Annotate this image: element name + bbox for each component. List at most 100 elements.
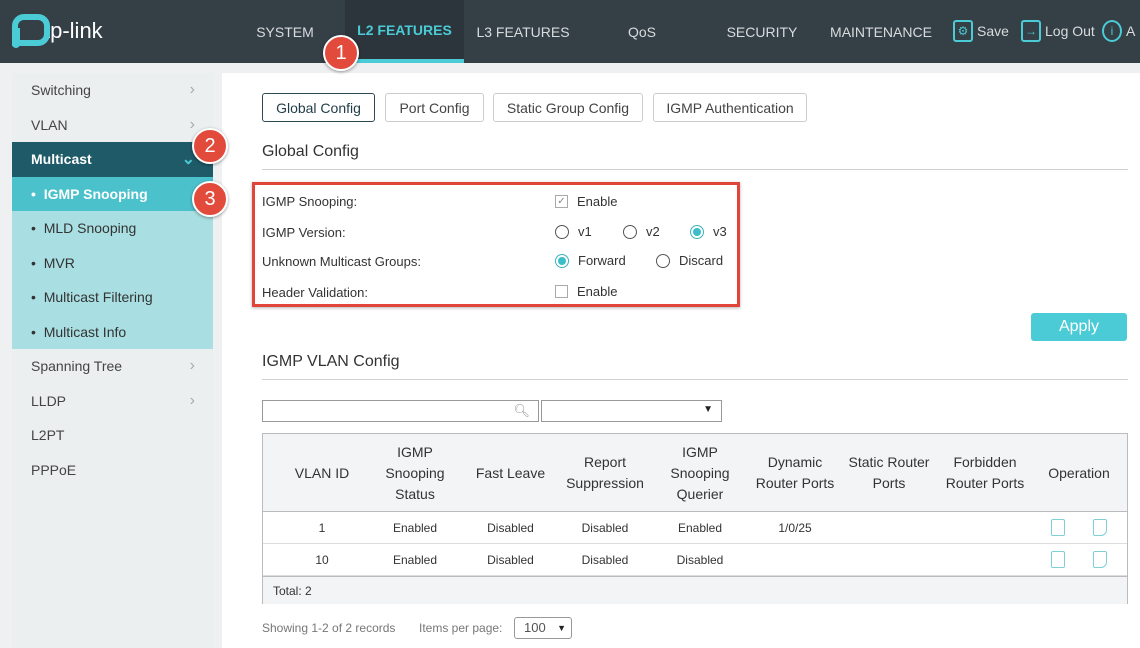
radio-icon <box>555 224 569 239</box>
nav-system[interactable]: SYSTEM <box>256 23 314 40</box>
sidebar: Switching › VLAN › Multicast ⌄ • IGMP Snoop… <box>12 73 213 648</box>
logout-button[interactable]: → Log Out <box>1021 20 1095 42</box>
chevron-right-icon: › <box>189 81 195 99</box>
col-snooping-status: IGMP Snooping Status <box>385 443 445 502</box>
label: v3 <box>713 224 727 239</box>
col-vlan-id: VLAN ID <box>294 464 350 481</box>
sidebar-item-igmp-snooping[interactable]: • IGMP Snooping <box>12 176 213 211</box>
cell-dynamic-ports: 1/0/25 <box>778 521 812 535</box>
dropdown-arrow-icon: ▼ <box>557 623 566 633</box>
dropdown-arrow-icon: ▼ <box>703 404 713 415</box>
forward-radio[interactable]: Forward <box>555 253 626 268</box>
save-gear-icon: ⚙ <box>953 20 973 42</box>
header-validation-checkbox[interactable]: Enable <box>555 284 617 299</box>
cell-fast-leave: Disabled <box>487 553 534 567</box>
unknown-multicast-label: Unknown Multicast Groups: <box>262 254 421 269</box>
items-per-page-select[interactable]: 100 ▼ <box>514 617 572 639</box>
label: Forward <box>578 253 626 268</box>
sidebar-item-pppoe[interactable]: PPPoE <box>12 453 213 488</box>
tab-global-config[interactable]: Global Config <box>262 93 375 122</box>
save-button[interactable]: ⚙ Save <box>953 20 1009 42</box>
cell-status: Enabled <box>392 553 438 567</box>
col-report-suppression: Report Suppression <box>566 454 644 491</box>
checkbox-checked-icon: ✓ <box>555 195 568 208</box>
version-v2-radio[interactable]: v2 <box>623 224 660 239</box>
step-badge-3: 3 <box>192 181 228 217</box>
tab-port-config[interactable]: Port Config <box>385 93 484 122</box>
sidebar-item-spanning-tree[interactable]: Spanning Tree › <box>12 349 213 384</box>
label: Multicast Info <box>43 323 127 340</box>
main-content: Global Config Port Config Static Group C… <box>222 73 1140 648</box>
nav-qos[interactable]: QoS <box>627 23 656 40</box>
label: Enable <box>577 284 618 299</box>
detail-view-icon[interactable] <box>1093 551 1107 568</box>
sidebar-item-switching[interactable]: Switching › <box>12 73 213 108</box>
sidebar-item-multicast-filtering[interactable]: • Multicast Filtering <box>31 289 153 306</box>
discard-radio[interactable]: Discard <box>656 253 723 268</box>
nav-l2-features[interactable]: L2 FEATURES <box>345 0 464 63</box>
save-label: Save <box>977 23 1009 39</box>
global-config-title: Global Config <box>262 143 359 160</box>
tab-igmp-authentication[interactable]: IGMP Authentication <box>653 93 807 122</box>
sidebar-item-l2pt[interactable]: L2PT <box>12 418 213 453</box>
sidebar-item-vlan[interactable]: VLAN › <box>12 108 213 143</box>
version-v3-radio[interactable]: v3 <box>690 224 727 239</box>
vlan-table: VLAN ID IGMP Snooping Status Fast Leave … <box>262 433 1128 604</box>
records-summary: Showing 1-2 of 2 records <box>262 621 396 635</box>
value: 100 <box>524 620 546 635</box>
cell-fast-leave: Disabled <box>487 521 534 535</box>
step-badge-1: 1 <box>323 35 359 71</box>
search-input[interactable]: 🔍︎ <box>262 400 539 422</box>
radio-icon <box>623 224 637 239</box>
label: MVR <box>43 254 75 271</box>
items-per-page-label: Items per page: <box>419 621 503 635</box>
divider <box>262 169 1128 170</box>
search-field-select[interactable]: ▼ <box>541 400 722 422</box>
logout-label: Log Out <box>1045 23 1095 39</box>
version-v1-radio[interactable]: v1 <box>555 224 592 239</box>
radio-icon <box>656 253 670 268</box>
edit-icon[interactable] <box>1051 519 1065 536</box>
logout-icon: → <box>1021 20 1041 42</box>
radio-selected-icon <box>555 253 569 268</box>
label: Switching <box>31 82 91 99</box>
sidebar-item-multicast-info[interactable]: • Multicast Info <box>31 323 127 340</box>
label: PPPoE <box>31 461 77 478</box>
label: MLD Snooping <box>43 220 137 237</box>
cell-report-suppression: Disabled <box>581 521 629 535</box>
nav-maintenance[interactable]: MAINTENANCE <box>830 23 932 40</box>
igmp-vlan-config-title: IGMP VLAN Config <box>262 353 400 370</box>
label: Multicast Filtering <box>43 289 153 306</box>
label: Enable <box>577 194 618 209</box>
label: Multicast <box>31 151 92 168</box>
step-badge-2: 2 <box>192 128 228 164</box>
apply-button[interactable]: Apply <box>1031 313 1127 341</box>
sidebar-item-multicast[interactable]: Multicast ⌄ <box>12 142 213 177</box>
chevron-right-icon: › <box>189 115 195 133</box>
table-row: 10 Enabled Disabled Disabled Disabled <box>263 544 1127 576</box>
radio-selected-icon <box>690 224 704 239</box>
col-forbidden-router-ports: Forbidden Router Ports <box>945 454 1025 491</box>
igmp-snooping-enable-checkbox[interactable]: ✓ Enable <box>555 194 617 209</box>
about-label: A <box>1126 23 1136 39</box>
tab-static-group-config[interactable]: Static Group Config <box>493 93 643 122</box>
col-querier: IGMP Snooping Querier <box>670 443 730 502</box>
table-header: VLAN ID IGMP Snooping Status Fast Leave … <box>263 434 1127 512</box>
sidebar-item-lldp[interactable]: LLDP › <box>12 384 213 419</box>
detail-view-icon[interactable] <box>1093 519 1107 536</box>
col-dynamic-router-ports: Dynamic Router Ports <box>755 454 835 491</box>
sidebar-item-mld-snooping[interactable]: • MLD Snooping <box>31 220 137 237</box>
nav-l3-features[interactable]: L3 FEATURES <box>476 23 570 40</box>
sidebar-item-mvr[interactable]: • MVR <box>31 254 75 271</box>
table-row: 1 Enabled Disabled Disabled Enabled 1/0/… <box>263 512 1127 544</box>
edit-icon[interactable] <box>1051 551 1065 568</box>
header-validation-label: Header Validation: <box>262 285 368 300</box>
label: L2PT <box>31 427 65 444</box>
cell-vlan-id: 10 <box>315 553 329 567</box>
top-bar: tp-link SYSTEM L2 FEATURES L3 FEATURES Q… <box>0 0 1140 63</box>
nav-security[interactable]: SECURITY <box>726 23 798 40</box>
cell-vlan-id: 1 <box>318 521 326 535</box>
label: Discard <box>679 253 724 268</box>
search-icon: 🔍︎ <box>513 403 530 418</box>
